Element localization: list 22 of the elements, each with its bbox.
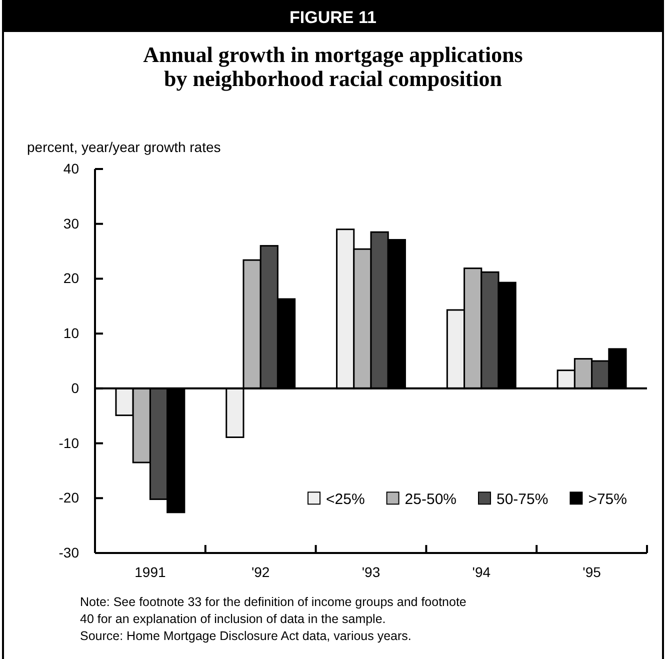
chart-title: Annual growth in mortgage applications by neighborhood racial composition: [143, 42, 524, 91]
x-tick-label: '92: [251, 564, 270, 580]
y-axis-title: percent, year/year growth rates: [27, 139, 221, 155]
x-tick-label: '95: [582, 564, 602, 580]
text: Note: See footnote 33 for the definition of income groups and footnote 40 for an explanation of inclusion of data in the sample.: [80, 595, 466, 626]
y-tick-label: 20: [63, 270, 80, 286]
x-tick-label: '94: [472, 564, 491, 580]
y-tick-label: 0: [71, 380, 80, 396]
y-tick-label: -10: [58, 434, 80, 451]
y-tick-label: -30: [58, 544, 80, 560]
chart-subtitle: FIGURE 11: [290, 8, 376, 27]
legend-label: 50-75%: [496, 491, 548, 508]
x-tick-label: 1991: [134, 564, 166, 580]
y-tick-label: 30: [63, 215, 80, 232]
source-note: Source: Home Mortgage Disclosure Act data, various years.: [80, 629, 412, 643]
legend-label: <25%: [326, 491, 365, 508]
y-tick-label: 10: [63, 325, 80, 342]
legend-label: 25-50%: [404, 491, 456, 508]
y-tick-label: -20: [58, 490, 80, 506]
x-tick-label: '93: [362, 564, 380, 580]
legend-label: >75%: [588, 491, 627, 508]
y-tick-label: 40: [63, 160, 80, 176]
